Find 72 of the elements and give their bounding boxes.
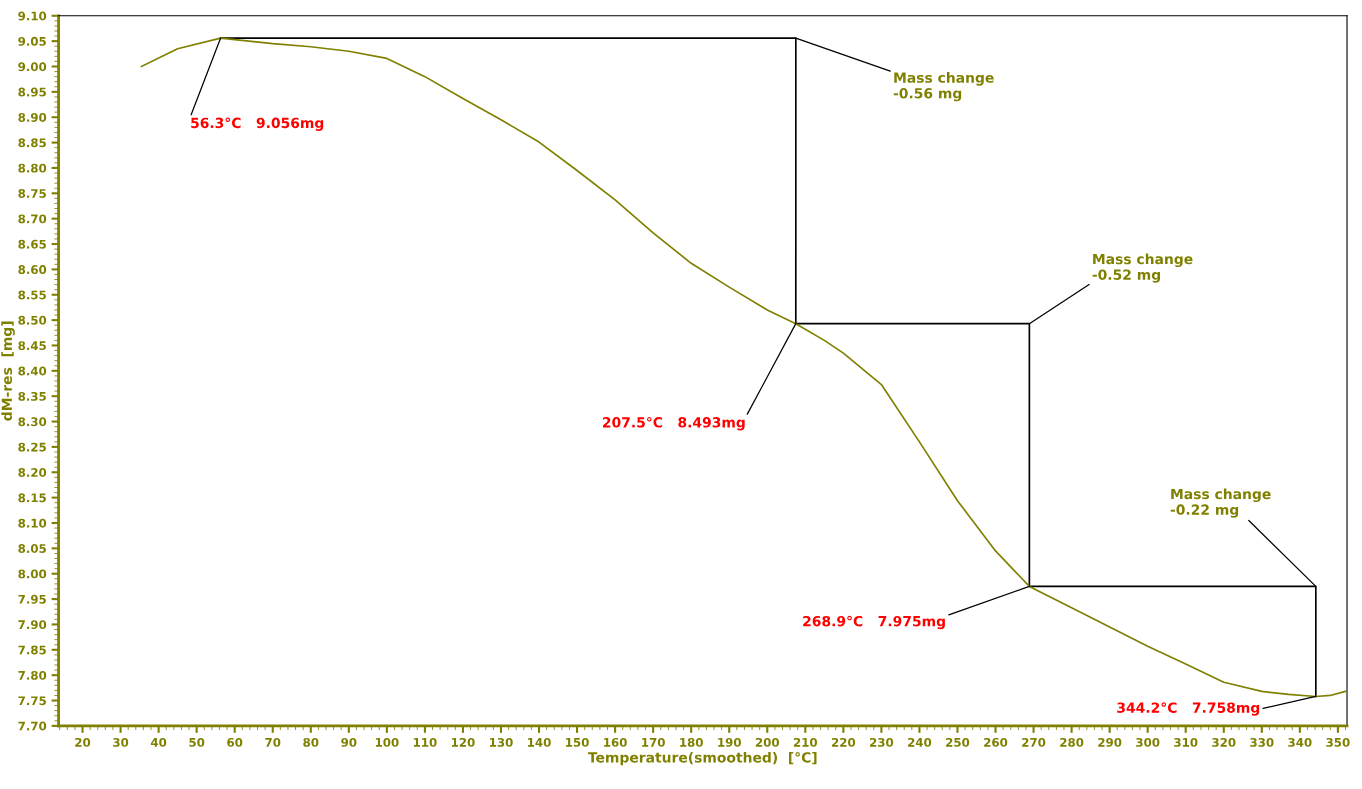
annotation: 56.3°C 9.056mg [191, 117, 324, 131]
x-tick-label: 140 [528, 737, 551, 747]
y-tick-label: 8.95 [18, 87, 46, 97]
x-tick-label: 80 [303, 737, 319, 747]
annotation: 344.2°C 7.758mg [1117, 702, 1260, 716]
annotation: Mass change -0.56 mg [893, 72, 994, 102]
y-tick-label: 8.20 [18, 468, 47, 477]
annotation: Mass change -0.22 mg [1170, 488, 1271, 518]
x-tick-label: 170 [642, 737, 665, 747]
y-tick-label: 8.25 [18, 442, 46, 452]
x-tick-label: 90 [341, 737, 357, 747]
x-tick-label: 200 [755, 737, 780, 747]
y-tick-label: 8.75 [18, 189, 46, 198]
x-tick-label: 230 [870, 737, 894, 747]
x-tick-label: 210 [793, 737, 818, 747]
y-tick-label: 7.85 [18, 645, 46, 655]
x-tick-label: 180 [680, 737, 703, 747]
x-tick-label: 260 [984, 737, 1008, 747]
x-tick-label: 280 [1060, 737, 1084, 747]
x-tick-label: 150 [566, 737, 589, 747]
x-tick-label: 220 [831, 737, 856, 747]
x-tick-label: 160 [604, 737, 627, 747]
x-tick-label: 250 [946, 737, 970, 747]
x-tick-label: 300 [1136, 737, 1160, 747]
y-tick-label: 8.85 [18, 138, 46, 148]
y-tick-label: 7.80 [18, 670, 47, 680]
y-tick-label: 8.30 [18, 417, 47, 427]
y-tick-label: 8.05 [18, 544, 46, 554]
y-tick-label: 8.90 [18, 112, 47, 122]
y-tick-label: 7.70 [18, 721, 47, 731]
x-tick-label: 130 [489, 737, 513, 747]
x-tick-label: 100 [375, 737, 399, 747]
y-tick-label: 8.40 [18, 366, 47, 376]
x-tick-label: 330 [1250, 737, 1274, 747]
y-tick-label: 7.90 [18, 620, 47, 630]
x-tick-label: 310 [1174, 737, 1198, 747]
y-tick-label: 8.35 [18, 391, 46, 401]
x-tick-label: 20 [75, 737, 91, 747]
x-tick-label: 110 [413, 737, 437, 747]
x-tick-label: 50 [189, 737, 205, 747]
x-tick-label: 240 [908, 737, 932, 747]
x-tick-label: 320 [1212, 737, 1236, 747]
y-tick-label: 8.80 [18, 163, 47, 173]
x-tick-label: 270 [1022, 737, 1046, 747]
x-tick-label: 290 [1098, 737, 1122, 747]
x-tick-label: 40 [150, 737, 167, 747]
y-tick-label: 9.05 [18, 36, 46, 46]
x-tick-label: 120 [451, 737, 475, 747]
y-tick-label: 8.50 [18, 315, 47, 325]
y-tick-label: 8.60 [18, 265, 47, 275]
y-tick-label: 8.15 [18, 493, 46, 503]
y-tick-label: 8.10 [18, 518, 47, 528]
annotation: Mass change -0.52 mg [1092, 253, 1193, 283]
y-tick-label: 8.65 [18, 239, 46, 249]
x-tick-label: 60 [227, 737, 243, 747]
x-tick-label: 340 [1288, 737, 1312, 747]
x-tick-label: 70 [265, 737, 281, 747]
annotation: 268.9°C 7.975mg [803, 615, 945, 630]
annotation: 207.5°C 8.493mg [602, 416, 745, 431]
y-tick-label: 9.00 [18, 62, 47, 72]
x-tick-label: 350 [1326, 737, 1350, 747]
y-tick-label: 7.95 [18, 594, 46, 604]
y-tick-label: 8.70 [18, 214, 47, 224]
x-tick-label: 30 [113, 737, 129, 747]
y-tick-label: 8.55 [18, 290, 46, 300]
x-tick-label: 190 [718, 737, 741, 747]
x-axis-title: Temperature(smoothed) [°C] [587, 751, 817, 766]
y-tick-label: 8.45 [18, 341, 46, 351]
y-tick-label: 9.10 [18, 11, 47, 21]
y-tick-label: 7.75 [18, 696, 46, 706]
y-axis-title: dM-res [mg] [1, 321, 15, 421]
y-tick-label: 8.00 [18, 569, 47, 579]
